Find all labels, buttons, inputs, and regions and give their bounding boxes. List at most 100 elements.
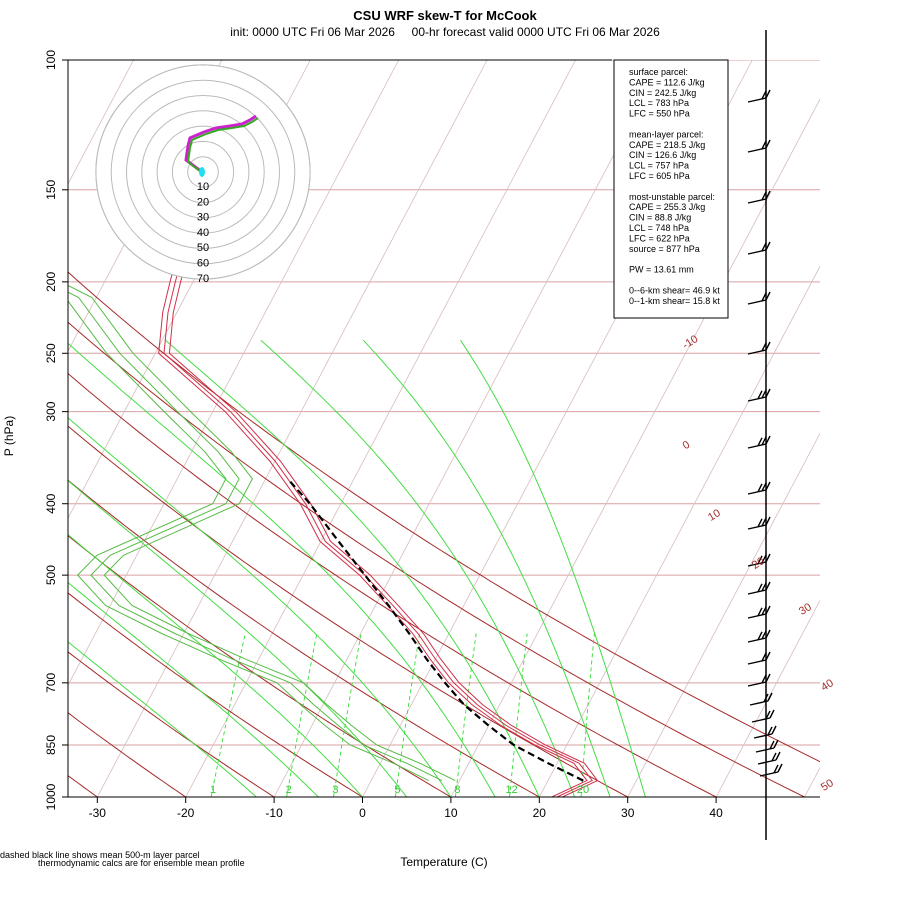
hodograph-origin bbox=[199, 167, 205, 177]
info-line: LCL = 748 hPa bbox=[629, 223, 689, 233]
info-line: surface parcel: bbox=[629, 67, 688, 77]
hodograph-ring bbox=[187, 156, 219, 188]
mixing-ratio-label: 12 bbox=[505, 784, 517, 796]
mixing-ratio-label: 20 bbox=[577, 784, 589, 796]
info-line: LFC = 605 hPa bbox=[629, 171, 690, 181]
wind-barb bbox=[753, 725, 777, 739]
mixing-ratio-line bbox=[210, 633, 246, 797]
wind-barb bbox=[747, 673, 771, 687]
isotherm-line bbox=[804, 766, 820, 797]
y-tick-label: 1000 bbox=[44, 783, 58, 810]
info-box bbox=[613, 59, 729, 319]
parcel-line bbox=[286, 478, 584, 782]
dewpoint-line bbox=[68, 284, 456, 782]
isotherm-line bbox=[715, 599, 820, 797]
wind-barb bbox=[747, 241, 771, 255]
isotherm-line bbox=[450, 98, 820, 797]
info-line: CAPE = 255.3 J/kg bbox=[629, 202, 705, 212]
hodograph-ring-label: 30 bbox=[197, 212, 209, 224]
y-tick-label: 400 bbox=[44, 493, 58, 513]
hodograph-ring-label: 10 bbox=[197, 181, 209, 193]
wind-barb bbox=[759, 763, 783, 777]
y-tick-label: 300 bbox=[44, 401, 58, 421]
mixing-ratio-lines bbox=[210, 633, 595, 797]
wind-barb bbox=[747, 435, 771, 449]
y-tick-label: 250 bbox=[44, 343, 58, 363]
wind-barb bbox=[747, 605, 771, 619]
wind-barb bbox=[751, 709, 775, 723]
theta-label: 40 bbox=[819, 677, 836, 694]
hodograph-trace bbox=[184, 114, 257, 174]
isotherm-line bbox=[538, 265, 820, 797]
info-line: source = 877 hPa bbox=[629, 244, 700, 254]
hodograph-ring-label: 70 bbox=[197, 273, 209, 285]
mixing-ratio-line bbox=[333, 633, 362, 797]
wind-barb bbox=[747, 190, 771, 204]
moist-adiabat-line bbox=[68, 534, 363, 797]
mixing-ratio-line bbox=[286, 633, 318, 797]
grid-layer bbox=[68, 60, 820, 797]
x-tick-label: 0 bbox=[359, 806, 366, 820]
hodograph-ring bbox=[110, 79, 296, 265]
dry-adiabat-line bbox=[68, 712, 186, 797]
info-line: LCL = 783 hPa bbox=[629, 98, 689, 108]
info-line: LFC = 622 hPa bbox=[629, 233, 690, 243]
moist-adiabat-line bbox=[68, 581, 319, 797]
x-tick-label: 10 bbox=[444, 806, 458, 820]
y-tick-label: 850 bbox=[44, 735, 58, 755]
info-line: LCL = 757 hPa bbox=[629, 161, 689, 171]
note-line-1: dashed black line shows mean 500-m layer… bbox=[0, 850, 200, 860]
wind-barb bbox=[747, 139, 771, 153]
hodograph-ring bbox=[156, 125, 250, 219]
info-line: LFC = 550 hPa bbox=[629, 109, 690, 119]
x-tick-label: 20 bbox=[533, 806, 547, 820]
mixing-ratio-line bbox=[509, 633, 528, 797]
moist-adiabat-line bbox=[362, 339, 611, 797]
isotherm-line bbox=[68, 60, 134, 185]
isotherm-line bbox=[185, 60, 576, 797]
wind-barb bbox=[747, 516, 771, 530]
mixing-ratio-line bbox=[580, 633, 595, 797]
hodograph-ring-label: 60 bbox=[197, 258, 209, 270]
info-line: CIN = 242.5 J/kg bbox=[629, 88, 696, 98]
y-tick-label: 500 bbox=[44, 565, 58, 585]
moist-adiabat-line bbox=[68, 479, 408, 797]
isotherm-line bbox=[68, 60, 400, 687]
hodograph-ring-label: 20 bbox=[197, 196, 209, 208]
info-line: CAPE = 218.5 J/kg bbox=[629, 140, 705, 150]
theta-label: 30 bbox=[797, 601, 814, 618]
info-line: PW = 13.61 mm bbox=[629, 265, 694, 275]
wind-barb bbox=[755, 739, 779, 753]
info-line: most-unstable parcel: bbox=[629, 192, 715, 202]
dry-adiabat-line bbox=[68, 372, 717, 797]
moist-adiabat-line bbox=[68, 342, 496, 797]
theta-label: 10 bbox=[706, 507, 723, 524]
wind-barb bbox=[747, 341, 771, 355]
hodograph: 10 20 30 40 50 60 70 bbox=[95, 64, 311, 285]
info-line: CIN = 126.6 J/kg bbox=[629, 150, 696, 160]
mixing-ratio-label: 1 bbox=[210, 784, 216, 796]
isotherm-line bbox=[273, 60, 665, 797]
moist-adiabat-line bbox=[68, 417, 452, 797]
wind-barb bbox=[747, 651, 771, 665]
theta-label: 20 bbox=[750, 555, 767, 572]
x-tick-label: -20 bbox=[177, 806, 195, 820]
info-line: CAPE = 112.6 J/kg bbox=[629, 77, 705, 87]
y-tick-label: 100 bbox=[44, 50, 58, 70]
wind-barb bbox=[747, 388, 771, 402]
y-tick-label: 700 bbox=[44, 673, 58, 693]
isotherm-line bbox=[96, 60, 488, 797]
mixing-ratio-line bbox=[394, 633, 421, 797]
wind-barb bbox=[747, 481, 771, 495]
dewpoint-line bbox=[68, 291, 443, 782]
chart-subtitle: init: 0000 UTC Fri 06 Mar 2026 00-hr for… bbox=[230, 25, 660, 39]
wind-barb bbox=[747, 629, 771, 643]
hodograph-ring bbox=[95, 64, 311, 280]
wind-barb bbox=[747, 89, 771, 103]
x-tick-label: -30 bbox=[89, 806, 107, 820]
wind-barb bbox=[747, 581, 771, 595]
info-line: 0--1-km shear= 15.8 kt bbox=[629, 296, 720, 306]
hodograph-ring-label: 40 bbox=[197, 227, 209, 239]
